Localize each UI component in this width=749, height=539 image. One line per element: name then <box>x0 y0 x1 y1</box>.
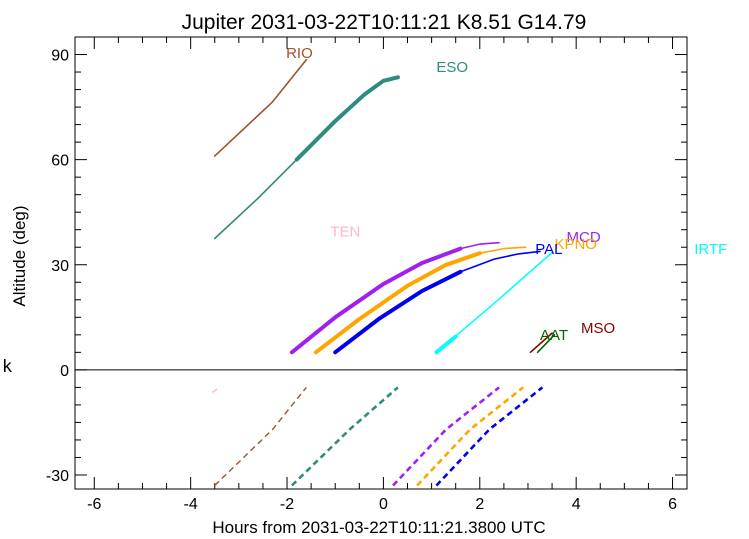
x-tick-label-4: 2 <box>475 496 484 513</box>
x-tick-label-6: 6 <box>668 496 677 513</box>
x-axis-label: Hours from 2031-03-22T10:11:21.3800 UTC <box>212 518 545 537</box>
track-night-irtf <box>434 334 458 355</box>
track-night-mcd <box>289 246 463 355</box>
track-eso <box>213 76 399 240</box>
chart-title: Jupiter 2031-03-22T10:11:21 K8.51 G14.79 <box>182 11 587 34</box>
y-tick-label-2: 30 <box>51 258 69 275</box>
site-label-mcd: MCD <box>567 229 601 246</box>
side-k-label: k <box>2 357 12 377</box>
track-night-pal <box>333 269 463 355</box>
x-tick-label-1: -4 <box>184 496 198 513</box>
track-aat <box>536 333 556 354</box>
track-night-kpno <box>313 251 482 355</box>
track-below-rio <box>214 386 307 487</box>
site-label-mso: MSO <box>581 320 615 337</box>
track-pal <box>334 250 541 354</box>
x-tick-label-2: -2 <box>280 496 294 513</box>
track-below-eso <box>290 386 399 487</box>
track-mso <box>529 332 553 354</box>
site-label-irtf: IRTF <box>694 241 727 258</box>
site-label-kpno: KPNO <box>554 236 597 253</box>
site-label-ten: TEN <box>330 224 360 241</box>
y-tick-label-0: -30 <box>46 468 69 485</box>
site-label-aat: AAT <box>540 327 568 344</box>
series-layer <box>211 58 556 487</box>
site-label-pal: PAL <box>535 241 562 258</box>
y-tick-label-3: 60 <box>51 153 69 170</box>
plot-frame <box>74 36 688 490</box>
x-tick-label-5: 4 <box>572 496 581 513</box>
track-below-kpno <box>416 386 525 487</box>
y-axis-label: Altitude (deg) <box>10 205 29 306</box>
track-rio <box>213 58 308 157</box>
axis-ticks: -6 -4 -2 0 2 4 6 -30 0 30 60 90 <box>46 37 687 513</box>
y-tick-label-1: 0 <box>60 363 69 380</box>
site-label-rio: RIO <box>286 45 313 62</box>
track-below-pal <box>435 386 544 487</box>
y-tick-label-4: 90 <box>51 48 69 65</box>
x-tick-label-3: 0 <box>379 496 388 513</box>
track-night-eso <box>294 75 400 162</box>
track-below-mcd <box>392 386 500 487</box>
site-label-eso: ESO <box>436 59 468 76</box>
track-below-ten <box>211 388 218 394</box>
x-tick-label-0: -6 <box>87 496 101 513</box>
